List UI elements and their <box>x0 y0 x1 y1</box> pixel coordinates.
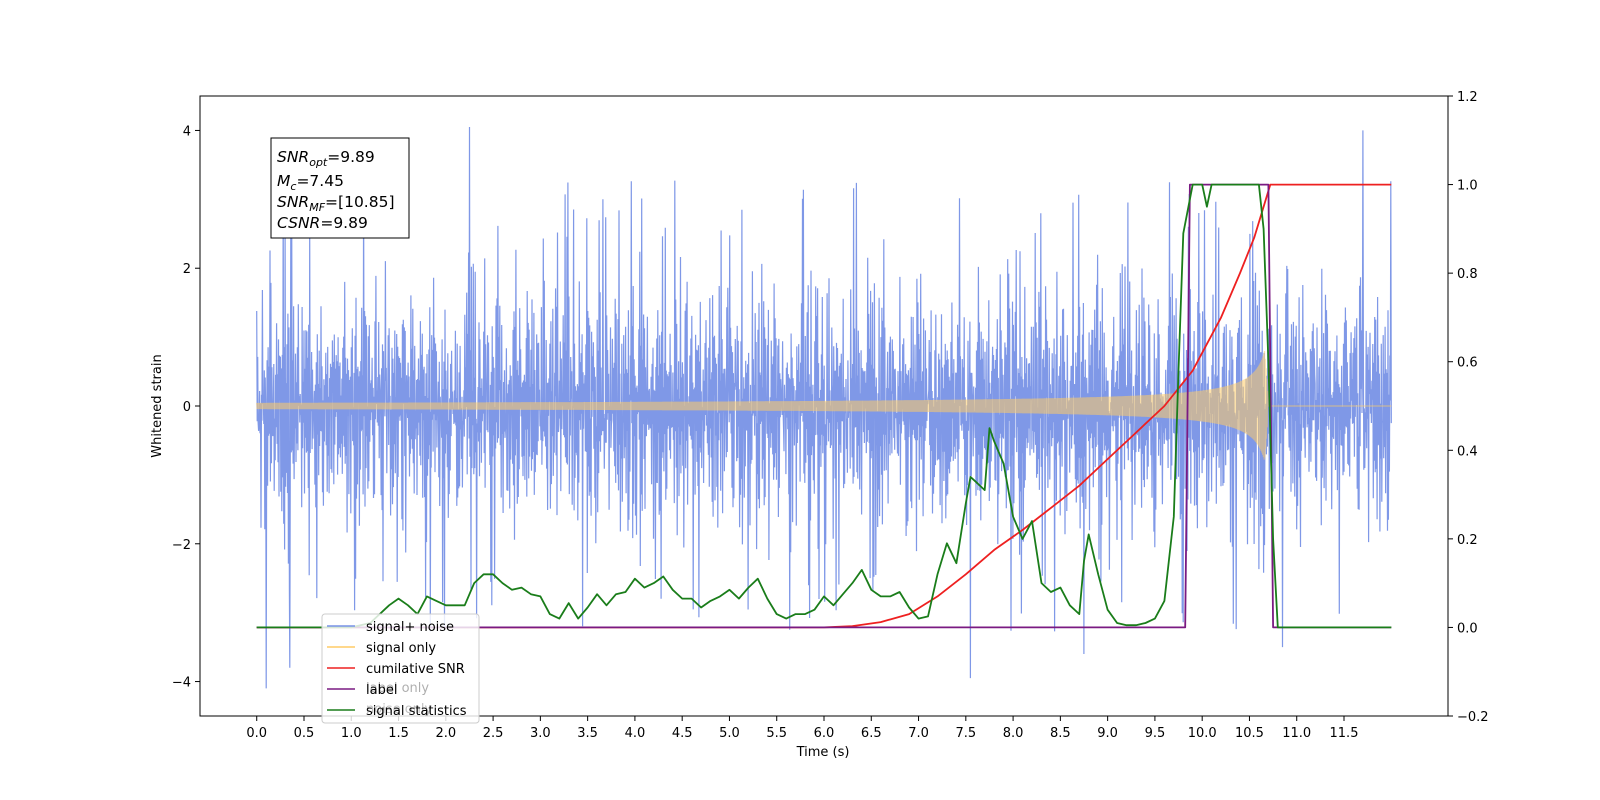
legend-ghost-label-only: label only <box>366 681 429 696</box>
series-signal-statistics <box>256 183 1392 629</box>
series-signal-noise <box>256 126 1392 689</box>
y-axis-right: 1.2 1.0 0.8 0.6 0.4 0.2 0.0 −0.2 <box>1448 90 1489 725</box>
snr-mf-value: =[10.85] <box>325 193 394 211</box>
annotation-snr-mf: SNRMF=[10.85] <box>277 193 395 214</box>
legend-label-signal-statistics: signal statistics <box>366 704 467 719</box>
stats-annotation: SNRopt=9.89 Mc=7.45 SNRMF=[10.85] CSNR=9… <box>270 137 410 239</box>
x-tick-label: 8.0 <box>1003 726 1024 741</box>
legend-frame <box>321 613 480 724</box>
y-tick-label: −2 <box>172 538 191 553</box>
x-tick-label: 10.5 <box>1235 726 1264 741</box>
y2-tick-label: 0.6 <box>1457 356 1478 371</box>
series-cumilative-snr <box>256 183 1392 629</box>
y2-tick-label: −0.2 <box>1457 710 1489 725</box>
x-tick-label: 1.5 <box>388 726 409 741</box>
legend-label-signal-only: signal only <box>366 641 436 656</box>
x-tick-label: 5.0 <box>719 726 740 741</box>
y2-tick-label: 1.0 <box>1457 179 1478 194</box>
annotation-box <box>270 137 410 239</box>
x-tick-label: 5.5 <box>766 726 787 741</box>
y2-tick-label: 0.2 <box>1457 533 1478 548</box>
snr-opt-sub: opt <box>309 156 328 169</box>
y-tick-label: 0 <box>183 400 191 415</box>
csnr-value: =9.89 <box>320 214 368 232</box>
x-tick-label: 2.5 <box>483 726 504 741</box>
x-tick-label: 7.5 <box>955 726 976 741</box>
x-tick-label: 11.5 <box>1330 726 1359 741</box>
x-tick-label: 0.0 <box>246 726 267 741</box>
x-tick-label: 4.5 <box>672 726 693 741</box>
legend-ghost-noise-only: noise only <box>366 702 433 717</box>
annotation-mc: Mc=7.45 <box>277 172 344 193</box>
x-tick-label: 0.5 <box>294 726 315 741</box>
series-signal-only <box>256 350 1392 460</box>
mc-value: =7.45 <box>296 172 344 190</box>
x-tick-label: 3.0 <box>530 726 551 741</box>
annotation-snr-opt: SNRopt=9.89 <box>277 148 375 169</box>
y-tick-label: 2 <box>183 262 191 277</box>
y-tick-label: 4 <box>183 124 191 139</box>
x-tick-label: 9.5 <box>1145 726 1166 741</box>
x-tick-label: 7.0 <box>908 726 929 741</box>
y2-tick-label: 0.0 <box>1457 621 1478 636</box>
x-tick-label: 11.0 <box>1282 726 1311 741</box>
csnr-base: CSNR <box>277 214 320 232</box>
x-tick-label: 6.5 <box>861 726 882 741</box>
y2-tick-label: 0.8 <box>1457 267 1478 282</box>
mc-base: M <box>277 172 290 190</box>
x-tick-label: 4.0 <box>625 726 646 741</box>
x-tick-label: 9.0 <box>1097 726 1118 741</box>
x-tick-label: 2.0 <box>435 726 456 741</box>
legend: label only noise only signal+ noise sign… <box>321 613 480 724</box>
legend-label-label: label <box>366 683 397 698</box>
snr-mf-base: SNR <box>277 193 309 211</box>
y-tick-label: −4 <box>172 676 191 691</box>
mc-sub: c <box>290 180 296 193</box>
annotation-csnr: CSNR=9.89 <box>277 214 368 232</box>
x-tick-label: 3.5 <box>577 726 598 741</box>
x-axis: 0.0 0.5 1.0 1.5 2.0 2.5 3.0 3.5 4.0 4.5 5.0 5.5 6.0 6… <box>246 716 1358 741</box>
x-tick-label: 1.0 <box>341 726 362 741</box>
x-tick-label: 8.5 <box>1050 726 1071 741</box>
x-axis-label: Time (s) <box>796 745 850 760</box>
legend-label-signal-noise: signal+ noise <box>366 620 454 635</box>
snr-opt-base: SNR <box>277 148 309 166</box>
y-axis-label: Whitened strain <box>150 354 165 457</box>
x-tick-label: 6.0 <box>814 726 835 741</box>
series-layer <box>256 126 1392 689</box>
snr-mf-sub: MF <box>309 201 325 214</box>
y2-tick-label: 1.2 <box>1457 90 1478 105</box>
y2-tick-label: 0.4 <box>1457 444 1478 459</box>
x-tick-label: 10.0 <box>1188 726 1217 741</box>
y-axis-left: 4 2 0 −2 −4 <box>172 124 200 691</box>
snr-opt-value: =9.89 <box>327 148 375 166</box>
legend-label-cumilative-snr: cumilative SNR <box>366 662 465 677</box>
